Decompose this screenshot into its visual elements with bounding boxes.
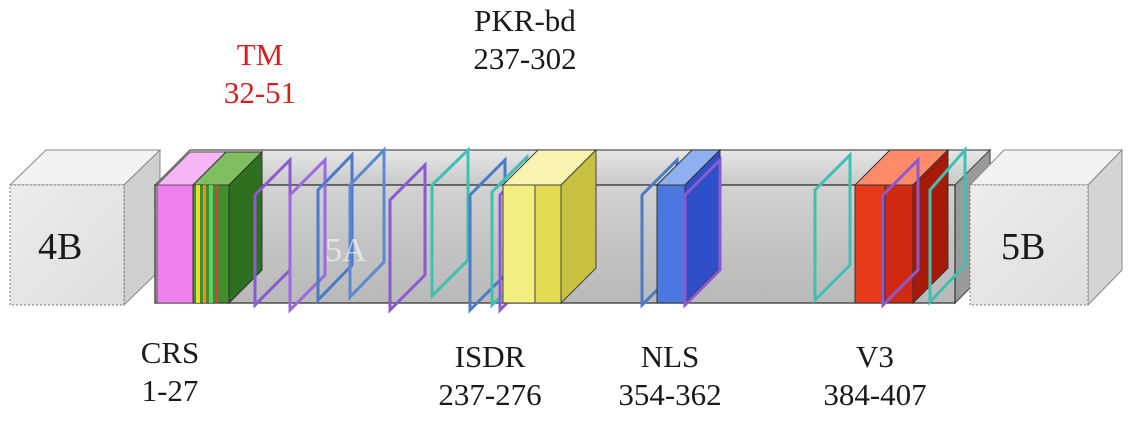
crs-block	[155, 151, 228, 304]
v3-block	[813, 146, 967, 309]
tm-range: 32-51	[223, 75, 297, 110]
isdr-name: ISDR	[454, 339, 526, 374]
flank-4b-label: 4B	[38, 226, 83, 268]
v3-label: V3 384-407	[810, 338, 940, 414]
flank-5b-block	[968, 148, 1124, 307]
flank-4b-block	[8, 148, 162, 307]
nls-range: 354-362	[618, 377, 722, 412]
faint-5a-label: 5A	[325, 232, 367, 269]
nls-name: NLS	[640, 339, 700, 374]
tm-name: TM	[236, 37, 284, 72]
pkr-bd-name: PKR-bd	[474, 3, 576, 38]
pkr-bd-range: 237-302	[473, 41, 577, 76]
tm-label: TM 32-51	[215, 36, 305, 112]
v3-name: V3	[856, 339, 894, 374]
crs-range: 1-27	[141, 373, 199, 408]
pkr-bd-label: PKR-bd 237-302	[450, 2, 600, 78]
nls-block	[640, 148, 722, 309]
isdr-block	[501, 148, 598, 305]
isdr-range: 237-276	[438, 377, 542, 412]
flank-5b-label: 5B	[1001, 226, 1046, 268]
tm-block	[191, 150, 264, 305]
crs-name: CRS	[140, 335, 200, 370]
v3-range: 384-407	[823, 377, 927, 412]
crs-label: CRS 1-27	[120, 334, 220, 410]
nls-label: NLS 354-362	[605, 338, 735, 414]
isdr-label: ISDR 237-276	[425, 338, 555, 414]
